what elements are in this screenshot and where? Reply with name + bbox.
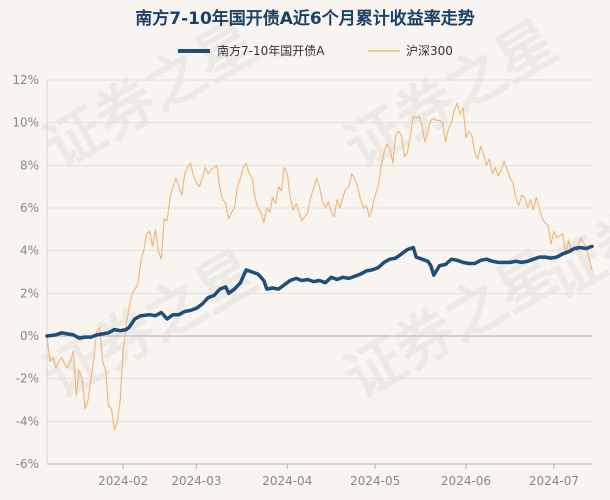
- legend: 南方7-10年国开债A 沪深300: [178, 43, 453, 58]
- x-tick-label: 2024-03: [171, 474, 221, 488]
- x-axis: 2024-02 2024-03 2024-04 2024-05 2024-06 2024-…: [47, 463, 592, 488]
- y-tick-label: 6%: [20, 201, 39, 215]
- y-tick-label: 10%: [12, 116, 39, 130]
- watermark-text: 证券之星: [33, 237, 268, 412]
- y-tick-label: 0%: [20, 329, 39, 343]
- series-layer: [45, 102, 594, 431]
- chart-title: 南方7-10年国开债A近6个月累计收益率走势: [135, 8, 475, 29]
- x-tick-label: 2024-02: [98, 474, 148, 488]
- y-tick-label: -4%: [16, 414, 39, 428]
- watermark-text: 证券之星: [333, 7, 568, 182]
- y-tick-label: 12%: [12, 73, 39, 87]
- legend-label-csi300: 沪深300: [406, 44, 453, 58]
- y-tick-label: 4%: [20, 244, 39, 258]
- x-tick-label: 2024-04: [262, 474, 312, 488]
- series-line-fund: [45, 244, 594, 340]
- x-tick-label: 2024-06: [441, 474, 491, 488]
- y-tick-label: -2%: [16, 372, 39, 386]
- y-tick-label: 8%: [20, 158, 39, 172]
- watermark-text: 证券之星: [333, 237, 568, 412]
- x-tick-label: 2024-05: [350, 474, 400, 488]
- y-tick-label: -6%: [16, 457, 39, 471]
- y-axis: -6% -4% -2% 0% 2% 4% 6% 8% 10% 12%: [12, 73, 48, 471]
- series-line-csi300: [46, 102, 593, 431]
- y-tick-label: 2%: [20, 286, 39, 300]
- x-tick-label: 2024-07: [529, 474, 579, 488]
- watermark-text: 证券之星: [33, 7, 268, 182]
- legend-label-fund: 南方7-10年国开债A: [217, 43, 325, 58]
